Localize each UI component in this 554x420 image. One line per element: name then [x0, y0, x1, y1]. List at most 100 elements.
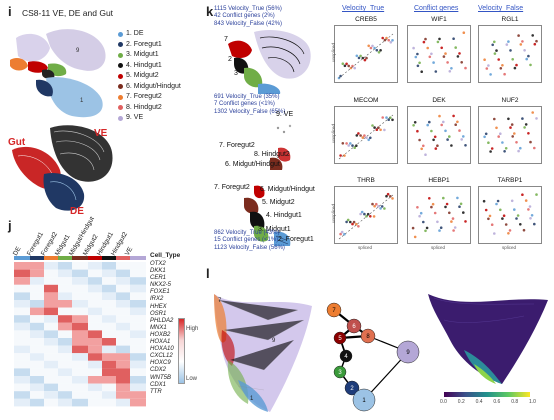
legend-dot [118, 63, 123, 69]
heatmap-cell [88, 368, 102, 376]
scatter-point [347, 64, 350, 68]
gene-scatter-wif1 [407, 25, 471, 83]
scatter-point [508, 229, 512, 232]
panel-i-legend: 1. DE 2. Foregut1 3. Midgut1 4. Hindgut1… [118, 29, 204, 124]
scatter-point [509, 49, 512, 52]
scatter-point [515, 141, 518, 144]
scatter-point [345, 220, 348, 224]
paga-node-label: 2 [350, 386, 354, 392]
scatter-point [420, 147, 423, 151]
k-stream-label: 6. Midgut/Hindgut [260, 186, 315, 193]
heatmap-cell [72, 368, 88, 376]
cell-type-label: Cell_Type [150, 252, 181, 259]
scatter-point [340, 230, 344, 234]
heatmap-cell [72, 338, 88, 346]
scatter-point [440, 123, 443, 127]
heatmap-cell [44, 284, 58, 293]
scatter-point [507, 117, 510, 121]
axis-label-y: unspliced [331, 42, 337, 63]
scatter-point [363, 134, 366, 137]
heatmap-cell [130, 398, 146, 407]
heatmap-cell [72, 284, 88, 293]
scatter-point [433, 211, 437, 215]
scatter-point [353, 146, 356, 149]
heatmap-cell [102, 345, 116, 354]
heatmap-cell [58, 292, 72, 300]
scatter-point [510, 123, 514, 126]
heatmap-cell [72, 292, 88, 300]
heatmap-cell [88, 345, 102, 354]
scatter-point [487, 141, 490, 144]
scatter-point [412, 124, 415, 127]
heatmap-cell [44, 383, 58, 392]
scatter-point [438, 37, 441, 41]
scatter-point [488, 214, 492, 218]
gene-label: PHLDA2 [150, 317, 174, 324]
scatter-point [387, 38, 390, 42]
heatmap-cell [44, 322, 58, 331]
scatter-point [442, 196, 445, 200]
velocity-true-stat: 862 Velocity_True (43%) [214, 230, 280, 236]
heatmap-cell [130, 383, 146, 392]
scatter-point [456, 120, 459, 124]
k-stream-3 [244, 185, 291, 246]
scatter-point [458, 129, 461, 132]
legend-item: 9. VE [118, 113, 204, 124]
heatmap-cell [44, 376, 58, 384]
legend-dot [118, 115, 123, 121]
gene-label: FOXE1 [150, 289, 170, 296]
scatter-point [433, 135, 437, 139]
scatter-point [341, 62, 345, 65]
heatmap-cell [72, 269, 88, 278]
k-stream-label: 6. Midgut/Hindgut [225, 161, 280, 168]
scatter-point [428, 120, 431, 124]
velocity-false-stat: 1123 Velocity_False (56%) [214, 244, 285, 251]
scatter-point [489, 150, 492, 153]
scatter-point [515, 217, 518, 220]
heatmap-cell [44, 307, 58, 316]
scatter-point [345, 142, 348, 145]
heatmap-cell [116, 368, 130, 376]
scatter-point [485, 67, 489, 70]
gene-label: HOXB2 [150, 331, 171, 338]
scatter-point [385, 36, 388, 40]
scatter-point [361, 56, 365, 60]
heatmap-cell [102, 292, 116, 300]
heatmap-cell [88, 262, 102, 270]
gene-label: CER1 [150, 275, 167, 282]
paga-node-8 [360, 328, 376, 344]
heatmap-cell [116, 262, 130, 270]
scatter-point [493, 40, 496, 44]
heatmap-cell [44, 330, 58, 338]
scatter-point [351, 144, 354, 147]
scatter-point [373, 204, 376, 208]
heatmap-cell [58, 353, 72, 361]
scatter-point [389, 41, 393, 44]
legend-num: 1. [126, 30, 132, 37]
scatter-point [484, 132, 488, 136]
heatmap-cell [58, 376, 72, 384]
heatmap-cell [72, 315, 88, 323]
legend-item: 5. Midgut2 [118, 71, 204, 82]
heatmap-cell [44, 300, 58, 308]
legend-dot [118, 94, 123, 100]
scatter-point [411, 226, 415, 230]
heatmap-cell [44, 368, 58, 376]
paga-node-1 [352, 388, 376, 412]
gene-title: DEK [432, 97, 446, 104]
colorbar-tick: 0.6 [493, 399, 501, 405]
k-block3-stats: 862 Velocity_True (43%) 15 Conflict gene… [214, 230, 285, 252]
axis-label-x: spliced [502, 245, 517, 250]
legend-dot [118, 42, 123, 48]
scatter-point [533, 42, 537, 46]
scatter-point [347, 144, 350, 147]
paga-node-label: 7 [332, 308, 336, 314]
scatter-point [515, 63, 518, 67]
scatter-point [351, 64, 354, 68]
scatter-point [359, 54, 362, 58]
scatter-point [391, 118, 394, 122]
heatmap-cell [102, 360, 116, 369]
scatter-point [453, 226, 457, 229]
scatter-point [501, 64, 504, 67]
gene-label: DKK1 [150, 268, 166, 275]
